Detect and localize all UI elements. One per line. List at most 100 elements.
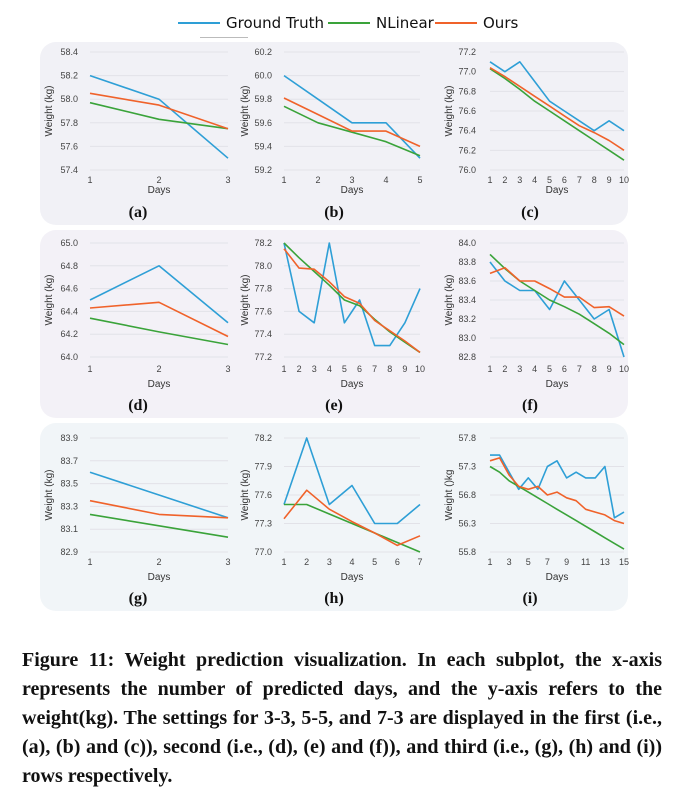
y-tick-label: 60.2 — [254, 47, 272, 57]
x-tick-label: 3 — [312, 364, 317, 374]
subplot-i: 55.856.356.857.357.81 3 5 7 9 11 13 15DaysWeigh… — [444, 433, 629, 607]
figure-caption: Figure 11: Weight prediction visualizati… — [22, 649, 662, 787]
y-tick-label: 77.6 — [254, 306, 272, 316]
x-tick-label: 5 — [526, 557, 531, 567]
subplot-d: 64.0 64.2 64.4 64.6 64.8 65.0 1 2 3 Days Weight (k… — [44, 238, 231, 414]
subplot-label: (c) — [521, 204, 539, 221]
y-tick-label: 76.8 — [458, 86, 476, 96]
x-tick-label: 13 — [600, 557, 610, 567]
y-tick-label: 64.6 — [60, 284, 78, 294]
legend-label-nlinear: NLinear — [376, 14, 434, 32]
x-tick-label: 1 — [281, 557, 286, 567]
x-tick-label: 9 — [402, 364, 407, 374]
subplot-label: (h) — [324, 590, 344, 607]
y-tick-label: 78.2 — [254, 238, 272, 248]
y-tick-label: 59.4 — [254, 141, 272, 151]
subplot-label: (b) — [324, 204, 344, 221]
legend-swatch-nlinear — [328, 22, 370, 24]
subplot-label: (a) — [129, 204, 148, 221]
series-line-ours — [283, 97, 421, 148]
y-tick-label: 77.0 — [458, 67, 476, 77]
x-tick-label: 1 — [87, 557, 92, 567]
y-tick-label: 83.1 — [60, 524, 78, 534]
x-tick-label: 4 — [532, 175, 537, 185]
series-line-ground-truth — [89, 264, 229, 324]
x-tick-label: 1 — [281, 175, 286, 185]
y-tick-label: 58.2 — [60, 71, 78, 81]
x-axis-label: Days — [341, 572, 364, 583]
y-tick-label: 57.8 — [60, 118, 78, 128]
series-line-nlinear — [89, 101, 229, 130]
y-tick-label: 82.9 — [60, 547, 78, 557]
series-line-ours — [89, 499, 229, 519]
x-tick-label: 1 — [487, 175, 492, 185]
x-tick-label: 4 — [532, 364, 537, 374]
x-tick-label: 6 — [357, 364, 362, 374]
subplot-label: (d) — [128, 397, 148, 414]
y-tick-label: 58.4 — [60, 47, 78, 57]
x-axis-label: Days — [148, 379, 171, 390]
legend-item-ground-truth: Ground Truth — [178, 14, 324, 32]
x-tick-label: 7 — [577, 175, 582, 185]
x-tick-label: 10 — [415, 364, 425, 374]
y-axis-label: Weight (kg) — [240, 470, 251, 521]
x-tick-label: 6 — [562, 364, 567, 374]
series-line-ground-truth — [283, 242, 421, 347]
y-tick-label: 76.4 — [458, 126, 476, 136]
x-tick-label: 9 — [607, 364, 612, 374]
y-tick-label: 82.8 — [458, 352, 476, 362]
subplot-g: 82.9 83.1 83.3 83.5 83.7 83.9 1 2 3 Days Weight (k… — [44, 433, 231, 607]
subplot-a: 57.4 57.6 57.8 58.0 58.2 58.4 1 2 3 Days Weight (k… — [44, 47, 231, 221]
x-axis-label: Days — [546, 185, 569, 196]
x-axis-label: Days — [546, 379, 569, 390]
y-tick-label: 65.0 — [60, 238, 78, 248]
y-tick-label: 60.0 — [254, 71, 272, 81]
x-tick-label: 2 — [502, 175, 507, 185]
series-line-nlinear — [283, 105, 421, 157]
x-tick-label: 2 — [502, 364, 507, 374]
y-tick-label: 64.0 — [60, 352, 78, 362]
legend-label-ours: Ours — [483, 14, 519, 32]
legend-item-nlinear: NLinear — [328, 14, 434, 32]
y-tick-label: 77.9 — [254, 462, 272, 472]
y-axis-label: Weight (kg) — [444, 275, 455, 326]
series-line-nlinear — [284, 503, 421, 553]
y-tick-label: 59.6 — [254, 118, 272, 128]
x-axis-label: Days — [148, 572, 171, 583]
legend-swatch-ours — [435, 22, 477, 24]
series-line-ours — [89, 301, 229, 338]
y-tick-label: 56.8 — [458, 490, 476, 500]
y-tick-label: 59.2 — [254, 165, 272, 175]
x-tick-label: 1 — [487, 364, 492, 374]
x-tick-label: 3 — [517, 364, 522, 374]
legend-divider — [200, 37, 248, 38]
x-tick-label: 1 — [87, 364, 92, 374]
y-tick-label: 83.4 — [458, 295, 476, 305]
y-tick-label: 77.4 — [254, 329, 272, 339]
row-background-3 — [40, 423, 628, 611]
x-tick-label: 6 — [395, 557, 400, 567]
legend-item-ours: Ours — [435, 14, 518, 32]
y-tick-label: 64.8 — [60, 261, 78, 271]
subplot-label: (i) — [522, 590, 537, 607]
y-tick-label: 77.2 — [254, 352, 272, 362]
y-tick-label: 58.0 — [60, 94, 78, 104]
series-line-nlinear — [89, 513, 229, 538]
x-tick-label: 8 — [592, 175, 597, 185]
x-axis-label: Days — [341, 379, 364, 390]
subplot-h: 77.0 77.3 77.6 77.9 78.2 1 2 3 4 5 6 7 Days Weight (k… — [240, 433, 423, 607]
series-line-nlinear — [89, 317, 229, 346]
series-line-ground-truth — [283, 437, 421, 525]
y-tick-label: 77.6 — [254, 490, 272, 500]
subplot-label: (f) — [522, 397, 538, 414]
x-tick-label: 3 — [225, 557, 230, 567]
series-line-nlinear — [489, 68, 625, 161]
y-tick-label: 64.4 — [60, 306, 78, 316]
x-tick-label: 11 — [581, 557, 590, 567]
row-background-2 — [40, 230, 628, 418]
x-tick-label: 2 — [156, 364, 161, 374]
subplot-e: 77.2 77.4 77.6 77.8 78.0 78.2 1 2 3 4 5 6 7 8 9 10 Days W… — [240, 238, 425, 414]
series-line-ground-truth — [489, 261, 625, 358]
x-tick-label: 1 — [487, 557, 492, 567]
y-tick-label: 77.8 — [254, 284, 272, 294]
